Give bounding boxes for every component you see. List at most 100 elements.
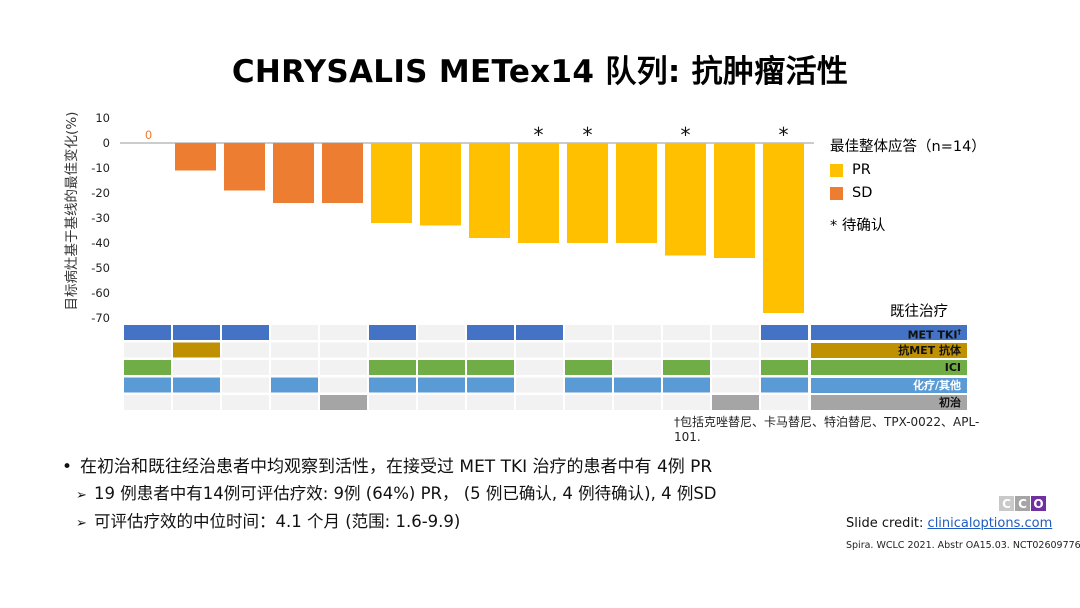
bar [175, 143, 216, 171]
therapy-cell [173, 377, 220, 393]
pending-confirmation-marker: * [583, 123, 593, 147]
therapy-cell [271, 377, 318, 393]
therapy-cell [369, 325, 416, 340]
therapy-cell [124, 395, 171, 410]
therapy-cell [124, 342, 171, 358]
therapy-cell [565, 360, 612, 375]
legend-confirm-note: * 待确认 [830, 218, 886, 234]
y-tick-label: -50 [91, 261, 110, 275]
therapy-cell [467, 325, 514, 340]
therapy-cell [418, 377, 465, 393]
therapy-cell [761, 342, 808, 358]
bar [616, 143, 657, 243]
arrow-bullet-icon: ➢ [76, 488, 87, 503]
prior-therapy-row-label: MET TKI† [811, 325, 967, 342]
therapy-cell [418, 325, 465, 340]
bullet-sub-2: ➢ 可评估疗效的中位时间：4.1 个月 (范围: 1.6-9.9) [76, 508, 460, 532]
y-tick-label: 0 [103, 136, 110, 150]
therapy-cell [320, 360, 367, 375]
therapy-cell [418, 360, 465, 375]
therapy-cell [124, 360, 171, 375]
y-tick-label: -10 [91, 161, 110, 175]
therapy-cell [418, 342, 465, 358]
footnote: †包括克唑替尼、卡马替尼、特泊替尼、TPX-0022、APL-101. [674, 415, 980, 444]
therapy-cell [761, 395, 808, 410]
y-tick-label: -20 [91, 186, 110, 200]
pending-confirmation-marker: * [534, 123, 544, 147]
prior-therapy-heading: 既往治疗 [890, 304, 948, 320]
therapy-cell [320, 325, 367, 340]
therapy-cell [516, 395, 563, 410]
therapy-cell [761, 360, 808, 375]
bar [763, 143, 804, 313]
therapy-cell [222, 395, 269, 410]
bar [273, 143, 314, 203]
bar [714, 143, 755, 258]
therapy-cell [516, 342, 563, 358]
therapy-cell [614, 395, 661, 410]
therapy-cell [222, 325, 269, 340]
prior-therapy-row-label-text: 抗MET 抗体 [898, 343, 961, 357]
therapy-cell [761, 325, 808, 340]
bullet-dot-icon: • [62, 457, 73, 477]
therapy-cell [712, 325, 759, 340]
logo-letter-3: O [1031, 496, 1046, 511]
bullet-sub-1-text: 19 例患者中有14例可评估疗效: 9例 (64%) PR， (5 例已确认, … [94, 484, 717, 503]
bar [371, 143, 412, 223]
therapy-cell [516, 325, 563, 340]
prior-therapy-row-label-text: 化疗/其他 [912, 378, 961, 392]
therapy-cell [124, 377, 171, 393]
therapy-cell [614, 377, 661, 393]
bar [224, 143, 265, 191]
therapy-cell [663, 395, 710, 410]
pending-confirmation-marker: * [779, 123, 789, 147]
arrow-bullet-icon: ➢ [76, 516, 87, 531]
bar [518, 143, 559, 243]
logo-letter-2: C [1015, 496, 1030, 511]
bar [567, 143, 608, 243]
slide-credit: Slide credit: clinicaloptions.com [846, 516, 1052, 531]
therapy-cell [320, 342, 367, 358]
credit-link[interactable]: clinicaloptions.com [927, 516, 1053, 531]
prior-therapy-row-label-text: 初治 [939, 396, 961, 409]
y-tick-label: -60 [91, 286, 110, 300]
bar [420, 143, 461, 226]
prior-therapy-row-label: 抗MET 抗体 [811, 342, 967, 358]
therapy-cell [761, 377, 808, 393]
therapy-cell [516, 377, 563, 393]
therapy-cell [565, 325, 612, 340]
therapy-cell [663, 377, 710, 393]
therapy-cell [712, 395, 759, 410]
therapy-cell [663, 360, 710, 375]
bullet-main-text: 在初治和既往经治患者中均观察到活性，在接受过 MET TKI 治疗的患者中有 4… [80, 457, 713, 477]
y-tick-label: -70 [91, 311, 110, 325]
legend-label-sd: SD [852, 185, 873, 201]
therapy-cell [663, 325, 710, 340]
therapy-cell [369, 342, 416, 358]
y-tick-label: -30 [91, 211, 110, 225]
therapy-cell [663, 342, 710, 358]
therapy-cell [124, 325, 171, 340]
therapy-cell [712, 360, 759, 375]
therapy-cell [516, 360, 563, 375]
cco-logo: C C O [999, 496, 1047, 511]
therapy-cell [369, 360, 416, 375]
legend-item-pr: PR [830, 162, 871, 178]
bar-value-label: 0 [145, 128, 152, 142]
therapy-cell [271, 360, 318, 375]
therapy-cell [565, 395, 612, 410]
y-tick-label: 10 [95, 111, 110, 125]
footnote-marker: † [957, 328, 962, 336]
therapy-cell [173, 395, 220, 410]
legend-swatch-pr [830, 163, 843, 177]
bar [469, 143, 510, 238]
therapy-cell [173, 325, 220, 340]
bullet-sub-2-text: 可评估疗效的中位时间：4.1 个月 (范围: 1.6-9.9) [94, 512, 461, 531]
y-tick-label: -40 [91, 236, 110, 250]
therapy-cell [418, 395, 465, 410]
therapy-cell [271, 342, 318, 358]
citation: Spira. WCLC 2021. Abstr OA15.03. NCT0260… [846, 540, 1080, 551]
bullet-sub-1: ➢ 19 例患者中有14例可评估疗效: 9例 (64%) PR， (5 例已确认,… [76, 480, 717, 504]
credit-prefix: Slide credit: [846, 516, 928, 531]
therapy-cell [565, 377, 612, 393]
